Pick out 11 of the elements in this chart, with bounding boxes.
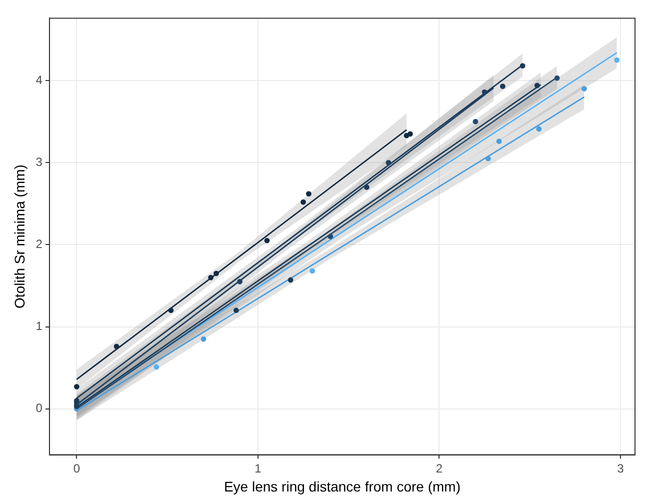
y-tick-label: 2: [36, 237, 43, 252]
y-tick-label: 0: [36, 401, 43, 416]
y-tick-label: 3: [36, 154, 43, 169]
y-axis-title: Otolith Sr minima (mm): [11, 164, 28, 308]
x-tick-label: 1: [254, 461, 262, 476]
x-axis-title: Eye lens ring distance from core (mm): [224, 478, 461, 494]
x-tick-label: 0: [73, 461, 80, 476]
x-tick-label: 3: [617, 461, 624, 476]
x-tick-label: 2: [436, 461, 443, 476]
y-tick-label: 1: [36, 319, 43, 334]
y-tick-label: 4: [36, 72, 43, 87]
